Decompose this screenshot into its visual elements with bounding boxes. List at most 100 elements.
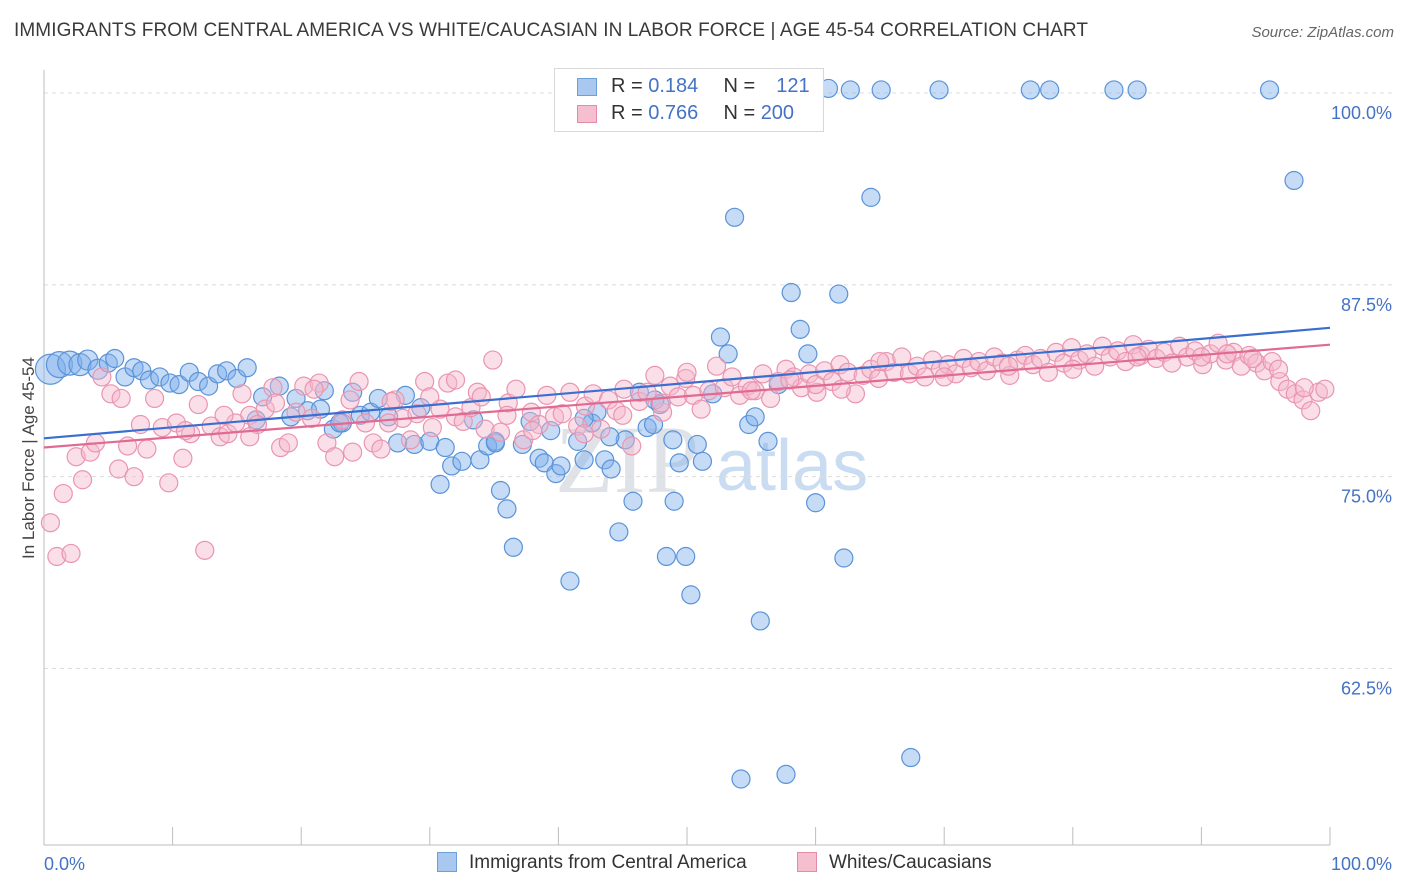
data-point: [124, 358, 144, 378]
data-point: [929, 80, 949, 100]
data-point: [111, 388, 131, 409]
data-point: [901, 747, 921, 768]
data-point: [575, 396, 596, 416]
data-point: [1040, 80, 1060, 100]
bottom-legend-immigrants: Immigrants from Central America: [437, 852, 747, 874]
data-point: [363, 433, 383, 453]
data-point: [105, 348, 125, 369]
data-point: [1104, 80, 1124, 100]
axes: [43, 70, 1331, 846]
data-point: [687, 434, 707, 455]
data-point: [1085, 356, 1105, 376]
data-point: [998, 356, 1019, 376]
legend-swatch-whites: [577, 105, 597, 123]
data-point: [475, 419, 495, 439]
data-point: [400, 430, 421, 450]
data-point: [304, 379, 324, 399]
trend-line: [43, 326, 1331, 440]
data-point: [124, 467, 144, 487]
legend-n-label: N =: [723, 75, 756, 97]
data-point: [490, 480, 511, 501]
legend-stats-immigrants: R = 0.184 N = 121: [611, 75, 810, 98]
data-point: [471, 387, 491, 407]
legend-r-value: 0.766: [648, 102, 699, 124]
data-point: [609, 522, 629, 542]
data-point: [309, 373, 329, 393]
data-point: [1127, 347, 1147, 367]
data-point: [758, 431, 778, 451]
data-point: [47, 546, 67, 567]
data-point: [760, 388, 781, 409]
data-point: [343, 382, 363, 402]
data-point: [340, 390, 360, 410]
data-point: [691, 399, 711, 419]
data-point: [497, 499, 517, 519]
data-point: [1020, 80, 1040, 100]
data-point: [101, 384, 121, 404]
data-point: [834, 548, 854, 568]
y-tick-label: 100.0%: [1331, 103, 1392, 123]
data-point: [663, 430, 683, 450]
bottom-legend-label-whites: Whites/Caucasians: [829, 852, 992, 873]
data-point: [150, 367, 170, 387]
source-label: Source: ZipAtlas.com: [1251, 24, 1394, 41]
chart-title: IMMIGRANTS FROM CENTRAL AMERICA VS WHITE…: [14, 20, 1089, 41]
data-point: [523, 421, 543, 441]
data-point: [1284, 170, 1304, 191]
trend-line: [43, 343, 1331, 449]
data-point: [731, 769, 751, 789]
data-point: [445, 370, 466, 390]
data-point: [664, 491, 684, 511]
data-point: [753, 364, 773, 384]
legend-n-label: N =: [723, 102, 756, 124]
data-point: [622, 436, 642, 456]
data-point: [745, 407, 765, 427]
data-point: [574, 424, 594, 444]
data-point: [1268, 359, 1289, 379]
x-tick-label-right: 100.0%: [1331, 854, 1392, 874]
data-point: [544, 407, 565, 427]
data-point: [379, 413, 399, 433]
data-point: [805, 493, 826, 513]
data-point: [490, 422, 511, 442]
y-tick-labels: 100.0% 87.5% 75.0% 62.5%: [1331, 103, 1392, 698]
data-point: [568, 416, 588, 436]
data-point: [560, 571, 580, 591]
data-point: [144, 388, 165, 409]
data-point: [278, 433, 298, 453]
data-point: [159, 473, 179, 493]
data-point: [710, 327, 731, 347]
series-whites-points: [40, 333, 1335, 567]
data-point: [1301, 401, 1321, 421]
data-point: [776, 764, 796, 785]
correlation-legend: R = 0.184 N = 121 R = 0.766 N = 200: [554, 68, 824, 132]
data-point: [265, 393, 286, 413]
data-point: [325, 447, 345, 467]
data-point: [137, 439, 157, 459]
data-point: [430, 474, 450, 494]
data-point: [845, 384, 866, 404]
data-point: [214, 405, 234, 425]
data-point: [169, 375, 189, 395]
data-point: [884, 362, 904, 382]
data-point: [892, 347, 912, 367]
data-point: [66, 447, 86, 467]
y-tick-label: 87.5%: [1341, 295, 1392, 315]
x-tick-label-left: 0.0%: [44, 854, 85, 874]
data-point: [92, 367, 112, 387]
data-point: [61, 543, 81, 564]
data-point: [195, 540, 215, 560]
data-point: [422, 417, 442, 438]
legend-stats-whites: R = 0.766 N = 200: [611, 102, 794, 125]
data-point: [669, 453, 689, 473]
data-point: [871, 80, 891, 100]
legend-swatch-immigrants: [577, 78, 597, 96]
data-point: [173, 448, 193, 468]
y-tick-label: 75.0%: [1341, 487, 1392, 507]
y-tick-label: 62.5%: [1341, 679, 1392, 699]
data-point: [1063, 359, 1083, 379]
y-axis-label: In Labor Force | Age 45-54: [19, 357, 38, 559]
data-point: [645, 365, 665, 385]
data-point: [790, 319, 810, 339]
